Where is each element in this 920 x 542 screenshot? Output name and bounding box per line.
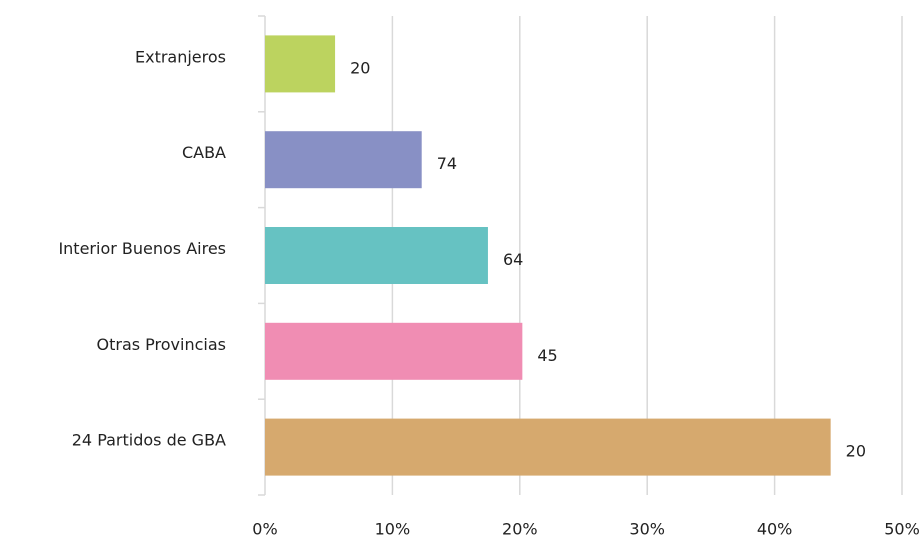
y-tick-label: Otras Provincias [97,335,227,354]
bar [265,418,831,476]
x-tick-label: 10% [375,520,411,539]
bar [265,35,336,93]
data-label: 45 [537,346,557,365]
x-tick-label: 0% [252,520,277,539]
x-tick-label: 40% [757,520,793,539]
y-tick-label: 24 Partidos de GBA [72,431,226,450]
y-tick-label: Interior Buenos Aires [58,239,226,258]
bar [265,131,422,189]
x-tick-label: 20% [502,520,538,539]
data-label: 20 [350,58,370,77]
x-tick-label: 30% [629,520,665,539]
bar [265,322,523,380]
data-label: 20 [846,442,866,461]
y-tick-label: Extranjeros [135,47,226,66]
y-tick-label: CABA [182,143,226,162]
x-tick-label: 50% [884,520,920,539]
data-label: 74 [437,154,457,173]
bar [265,227,488,284]
data-label: 64 [503,250,523,269]
